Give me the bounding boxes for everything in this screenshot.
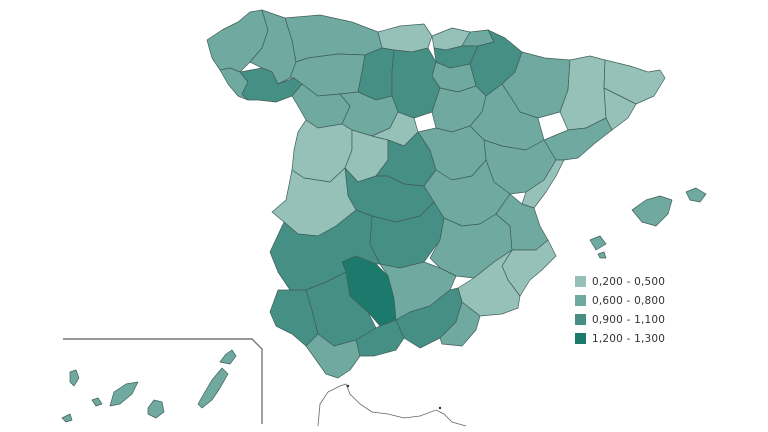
legend-label: 1,200 - 1,300	[592, 332, 666, 345]
legend-swatch	[575, 276, 586, 287]
region-menorca[interactable]: Baleares	[685, 187, 707, 203]
legend-item: 0,600 - 0,800	[575, 291, 665, 310]
legend-item: 0,200 - 0,500	[575, 272, 665, 291]
legend-item: 0,900 - 1,100	[575, 310, 665, 329]
canary-islands: Canarias Canarias Canarias Canarias Cana…	[61, 349, 237, 423]
legend-label: 0,200 - 0,500	[592, 275, 666, 288]
north-africa-outline	[317, 383, 467, 427]
legend-swatch	[575, 295, 586, 306]
region-burgos[interactable]: Burgos	[391, 47, 441, 119]
provinces-layer: A Coruña Lugo Pontevedra Ourense Asturia…	[206, 9, 666, 379]
legend-swatch	[575, 333, 586, 344]
region-la-palma[interactable]: Canarias	[69, 369, 80, 387]
region-valencia[interactable]: Valencia	[495, 193, 549, 251]
region-ibiza[interactable]: Baleares	[589, 235, 607, 251]
region-tarragona[interactable]: Tarragona	[543, 117, 613, 161]
region-el-hierro[interactable]: Canarias	[61, 413, 73, 423]
balearic-islands: Baleares Baleares Baleares Baleares	[589, 187, 707, 259]
region-fuerteventura[interactable]: Canarias	[197, 367, 229, 409]
region-cantabria[interactable]: Cantabria	[377, 23, 433, 53]
region-gran-canaria[interactable]: Canarias	[147, 399, 165, 419]
legend-label: 0,600 - 0,800	[592, 294, 666, 307]
legend-label: 0,900 - 1,100	[592, 313, 666, 326]
region-mallorca[interactable]: Baleares	[631, 195, 673, 227]
legend-swatch	[575, 314, 586, 325]
legend: 0,200 - 0,500 0,600 - 0,800 0,900 - 1,10…	[575, 272, 665, 348]
region-lanzarote[interactable]: Canarias	[219, 349, 237, 365]
melilla-marker	[438, 406, 442, 410]
region-cadiz[interactable]: Cádiz	[305, 333, 361, 379]
region-tenerife[interactable]: Canarias	[109, 381, 139, 407]
region-la-gomera[interactable]: Canarias	[91, 397, 103, 407]
ceuta-marker	[346, 384, 350, 388]
legend-item: 1,200 - 1,300	[575, 329, 665, 348]
canary-inset-frame	[63, 338, 263, 424]
region-almeria[interactable]: Almería	[439, 301, 481, 347]
region-formentera[interactable]: Baleares	[597, 251, 607, 259]
